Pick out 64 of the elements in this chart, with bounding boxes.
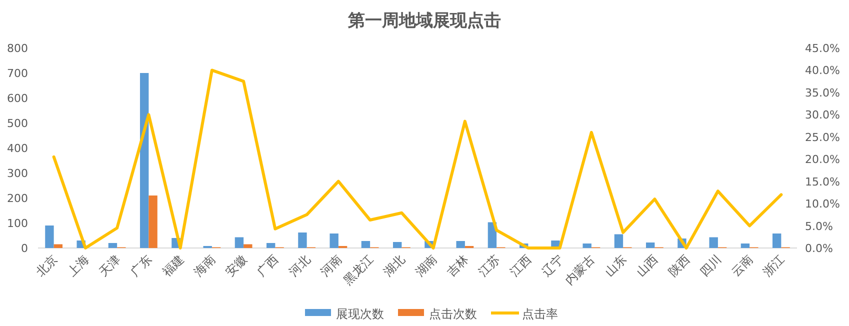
x-tick-label: 吉林 — [444, 252, 472, 280]
y-tick-label: 0 — [21, 242, 28, 255]
y-tick-label: 800 — [7, 42, 28, 55]
y2-tick-label: 25.0% — [805, 130, 840, 144]
x-tick-label: 海南 — [191, 252, 218, 280]
x-tick-label: 湖南 — [412, 252, 440, 280]
bar — [646, 242, 655, 248]
bar — [234, 237, 244, 248]
bar — [298, 232, 307, 248]
y2-tick-label: 30.0% — [805, 108, 840, 122]
y-tick-label: 100 — [7, 217, 28, 230]
x-tick-label: 天津 — [96, 252, 124, 280]
y2-tick-label: 20.0% — [805, 153, 840, 166]
legend-label: 点击率 — [522, 307, 558, 321]
y-tick-label: 500 — [7, 117, 28, 130]
y-tick-label: 200 — [7, 192, 28, 205]
x-tick-label: 湖北 — [380, 252, 408, 280]
x-tick-label: 江西 — [507, 252, 534, 280]
bar — [140, 73, 149, 248]
y2-tick-label: 35.0% — [805, 86, 840, 100]
bar — [266, 243, 276, 248]
line-series — [52, 68, 783, 250]
y-tick-label: 700 — [7, 67, 28, 80]
x-tick-label: 广西 — [254, 252, 282, 280]
x-tick-label: 上海 — [64, 252, 92, 280]
bar — [709, 237, 718, 248]
x-tick-label: 浙江 — [760, 252, 788, 280]
bar — [54, 244, 63, 248]
x-tick-label: 广东 — [128, 252, 155, 280]
x-tick-label: 北京 — [33, 252, 60, 280]
bar — [148, 196, 158, 248]
y2-tick-label: 5.0% — [805, 220, 833, 233]
bar — [392, 242, 402, 248]
y-tick-label: 300 — [7, 167, 28, 180]
bar — [244, 244, 252, 248]
bar — [772, 234, 782, 248]
y2-tick-label: 15.0% — [805, 175, 840, 188]
x-tick-label: 黑龙江 — [340, 252, 376, 288]
x-tick-label: 河北 — [286, 252, 313, 280]
bar — [582, 244, 592, 248]
bar — [45, 226, 54, 248]
bar — [456, 241, 465, 248]
x-tick-label: 福建 — [160, 252, 186, 280]
y2-tick-label: 45.0% — [805, 42, 840, 55]
bar — [614, 234, 624, 248]
bar — [108, 243, 118, 248]
x-tick-label: 四川 — [697, 252, 724, 280]
bar — [361, 241, 370, 248]
y2-tick-label: 40.0% — [805, 64, 840, 78]
x-tick-label: 云南 — [728, 252, 756, 280]
chart-title: 第一周地域展现点击 — [347, 11, 501, 31]
y2-tick-label: 10.0% — [805, 198, 840, 211]
x-tick-label: 山西 — [634, 252, 661, 280]
y-tick-label: 400 — [7, 142, 28, 155]
legend-label: 展现次数 — [336, 307, 384, 321]
bar — [740, 244, 750, 248]
y-tick-label: 600 — [7, 92, 28, 105]
y2-tick-label: 0.0% — [805, 242, 833, 255]
x-tick-label: 山东 — [602, 252, 630, 280]
x-tick-label: 陕西 — [666, 252, 692, 280]
legend-label: 点击次数 — [429, 307, 477, 321]
x-tick-label: 安徽 — [222, 252, 250, 280]
x-tick-label: 江苏 — [476, 252, 503, 280]
bar — [330, 234, 338, 248]
